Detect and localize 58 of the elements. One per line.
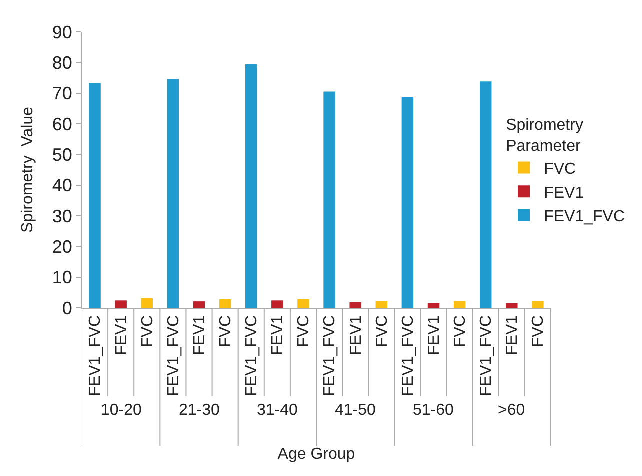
y-tick-label: 90 (52, 22, 72, 42)
legend-title: Spirometry Parameter (506, 117, 584, 155)
y-tick-label: 80 (52, 52, 72, 73)
text: FEV1_FVC (322, 315, 339, 396)
legend-label: FEV1 (544, 184, 584, 202)
text: FVC (218, 315, 235, 348)
text: FEV1 (191, 315, 208, 356)
text: FEV1_FVC (400, 315, 417, 396)
x-tick-label: 41-50 (335, 402, 376, 419)
legend-label: FEV1_FVC (544, 208, 626, 226)
text: FEV1 (504, 315, 522, 356)
bar (89, 83, 101, 308)
text: FEV1 (270, 315, 287, 356)
bar (532, 301, 544, 308)
bar (324, 92, 336, 308)
y-tick-label: 50 (52, 144, 72, 165)
y-tick-label: 70 (52, 84, 72, 104)
bar (376, 301, 388, 308)
text: FEV1_FVC (165, 315, 182, 396)
x-tick-label: 31-40 (257, 402, 298, 419)
x-axis-title: Age Group (278, 446, 356, 464)
y-axis-title: Spirometry Value (19, 106, 36, 233)
y-tick-label: 10 (52, 268, 72, 288)
text: FEV1 (113, 315, 130, 356)
text: FEV1 (426, 315, 443, 356)
text: FEV1_FVC (244, 315, 261, 396)
bar (246, 64, 258, 308)
y-tick-label: 20 (52, 236, 72, 257)
x-tick-label: 10-20 (101, 402, 142, 419)
bar (167, 79, 180, 308)
bar (428, 303, 440, 308)
y-tick-label: 0 (62, 298, 72, 318)
bar (141, 298, 153, 308)
bar (298, 299, 310, 308)
bar (219, 299, 232, 308)
x-tick-label: 21-30 (179, 402, 220, 419)
bar (350, 302, 362, 308)
bar (272, 300, 284, 308)
text: FVC (296, 315, 313, 348)
bar (115, 300, 127, 308)
bar (506, 303, 518, 308)
y-tick-label: 40 (52, 176, 72, 196)
text: FEV1_FVC (478, 315, 496, 396)
bar (454, 301, 466, 308)
text: FEV1_FVC (87, 315, 104, 396)
y-tick-label: 60 (52, 114, 72, 134)
bar (193, 302, 206, 308)
bar (402, 97, 414, 308)
y-tick-label: 30 (52, 206, 72, 226)
bar (480, 82, 492, 308)
text: FVC (452, 315, 470, 348)
text: FVC (530, 315, 548, 348)
text: FEV1 (348, 315, 365, 356)
text: FVC (374, 315, 391, 348)
text: FVC (139, 315, 156, 348)
x-tick-label: >60 (498, 402, 526, 419)
x-tick-label: 51-60 (413, 402, 454, 419)
legend-label: FVC (544, 161, 576, 178)
